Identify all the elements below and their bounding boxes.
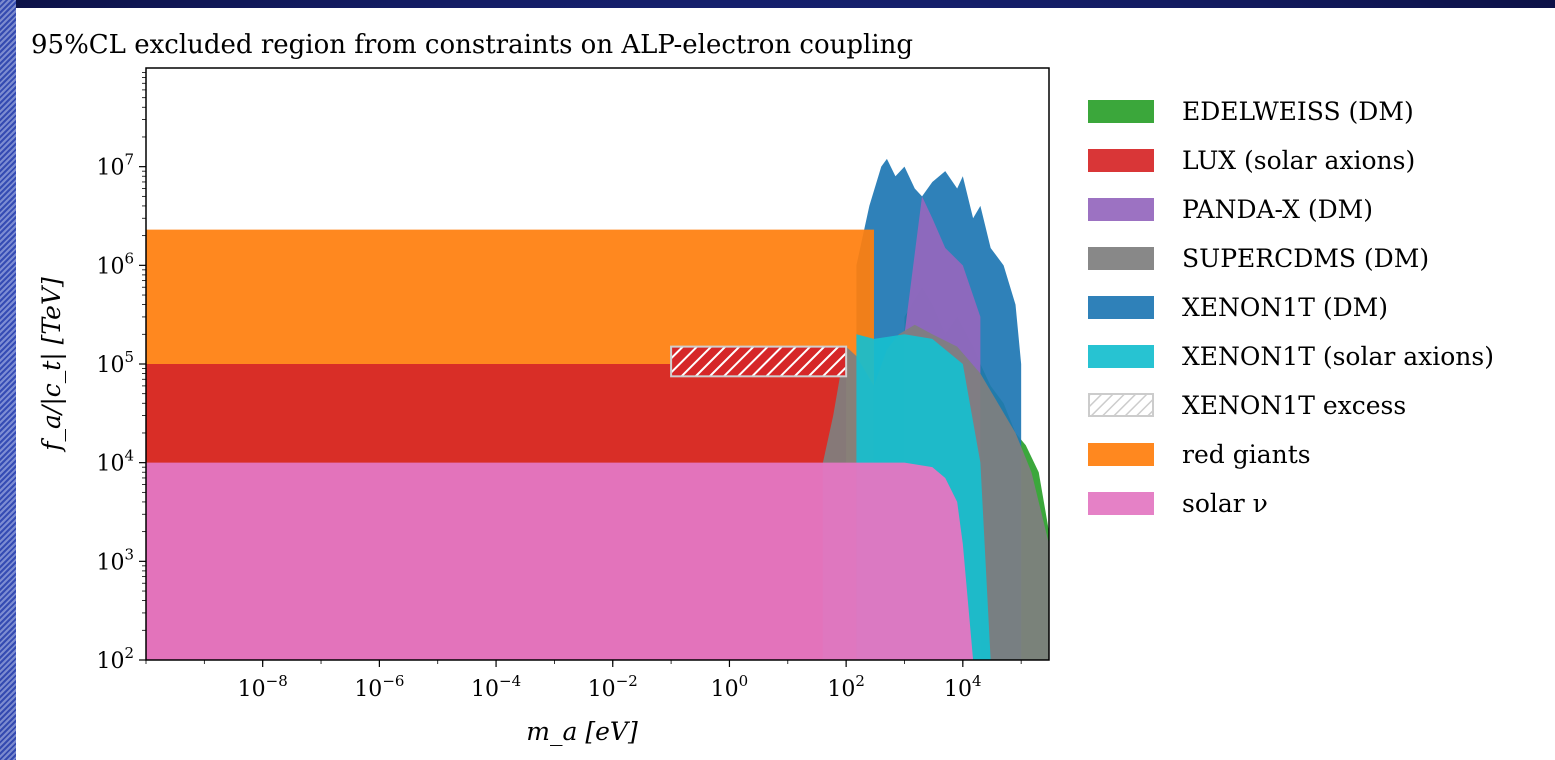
y-tick-label: 105 bbox=[96, 348, 134, 378]
legend-swatch bbox=[1088, 149, 1154, 172]
legend-item-xenon1t-excess: XENON1T excess bbox=[1088, 391, 1406, 420]
legend-label: SUPERCDMS (DM) bbox=[1182, 244, 1429, 273]
legend-label: PANDA-X (DM) bbox=[1182, 195, 1373, 224]
legend-item-lux-solar-axions: LUX (solar axions) bbox=[1088, 146, 1415, 175]
legend-swatch bbox=[1088, 443, 1154, 466]
legend-swatch bbox=[1088, 296, 1154, 319]
y-tick-label: 106 bbox=[96, 249, 134, 279]
x-tick-label: 10−8 bbox=[238, 672, 288, 702]
series-xenon1t-excess bbox=[670, 345, 848, 378]
legend-label: EDELWEISS (DM) bbox=[1182, 97, 1414, 126]
legend-item-xenon1t-solar-axions: XENON1T (solar axions) bbox=[1088, 342, 1494, 371]
legend-item-solar: solar ν bbox=[1088, 489, 1268, 518]
legend-swatch bbox=[1088, 492, 1154, 515]
legend-swatch bbox=[1088, 393, 1154, 417]
x-tick-label: 10−4 bbox=[471, 672, 521, 702]
x-axis-label: m_a [eV] bbox=[526, 717, 638, 746]
legend-item-panda-x-dm: PANDA-X (DM) bbox=[1088, 195, 1373, 224]
legend-label: solar ν bbox=[1182, 489, 1268, 518]
legend-item-edelweiss-dm: EDELWEISS (DM) bbox=[1088, 97, 1414, 126]
y-axis: 102 103 104 105 106 107 bbox=[96, 72, 146, 674]
decorative-border bbox=[0, 0, 16, 760]
x-tick-label: 10−2 bbox=[588, 672, 638, 702]
legend-swatch bbox=[1088, 345, 1154, 368]
legend-swatch bbox=[1088, 198, 1154, 221]
series-solar bbox=[146, 462, 974, 660]
x-tick-label: 10−6 bbox=[354, 672, 404, 702]
legend-item-xenon1t-dm: XENON1T (DM) bbox=[1088, 293, 1388, 322]
x-tick-label: 102 bbox=[827, 672, 865, 702]
legend-label: XENON1T (DM) bbox=[1182, 293, 1388, 322]
plot-area bbox=[146, 158, 1049, 660]
legend-label: XENON1T (solar axions) bbox=[1182, 342, 1494, 371]
legend-label: red giants bbox=[1182, 440, 1311, 469]
figure-panel: 95%CL excluded region from constraints o… bbox=[16, 8, 1555, 760]
x-tick-label: 104 bbox=[944, 672, 982, 702]
y-axis-label: f_a/|c_t| [TeV] bbox=[37, 277, 67, 453]
x-tick-label: 100 bbox=[711, 672, 749, 702]
y-tick-label: 103 bbox=[96, 545, 134, 575]
y-tick-label: 102 bbox=[96, 644, 134, 674]
legend-swatch bbox=[1088, 100, 1154, 123]
legend-item-red-giants: red giants bbox=[1088, 440, 1311, 469]
legend-label: LUX (solar axions) bbox=[1182, 146, 1415, 175]
legend: EDELWEISS (DM) LUX (solar axions) PANDA-X … bbox=[1088, 97, 1494, 518]
y-tick-label: 107 bbox=[96, 151, 134, 181]
legend-swatch bbox=[1088, 247, 1154, 270]
x-axis: 10−8 10−6 10−4 10−2 100 102 104 bbox=[145, 660, 1022, 702]
legend-label: XENON1T excess bbox=[1182, 391, 1406, 420]
y-tick-label: 104 bbox=[96, 447, 134, 477]
chart-title: 95%CL excluded region from constraints o… bbox=[31, 30, 913, 60]
chart: 95%CL excluded region from constraints o… bbox=[31, 30, 1494, 746]
legend-item-supercdms-dm: SUPERCDMS (DM) bbox=[1088, 244, 1429, 273]
